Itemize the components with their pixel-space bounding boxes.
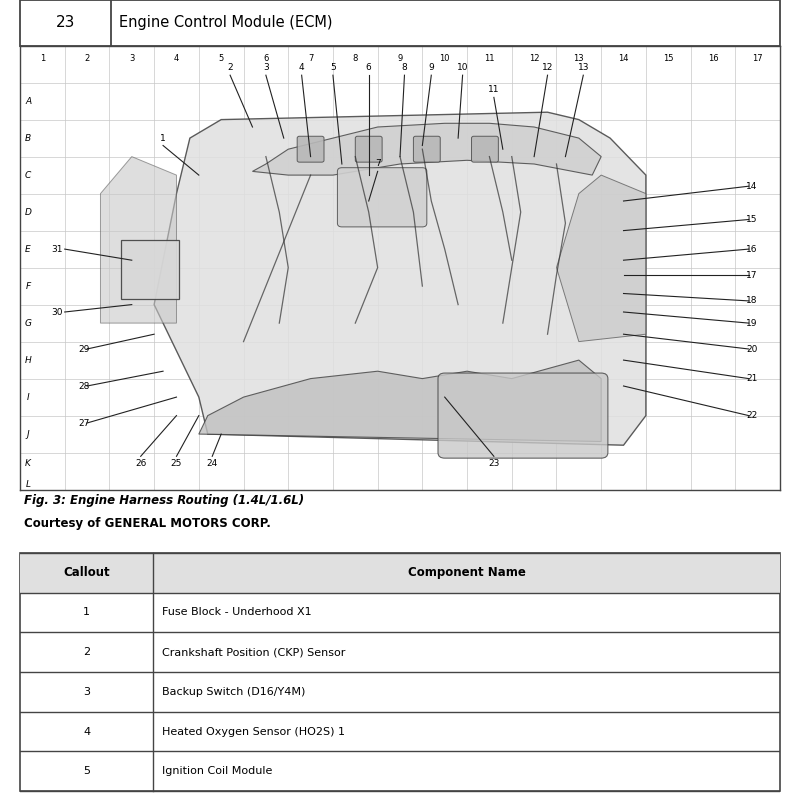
Text: 25: 25 bbox=[170, 459, 182, 468]
Text: 4: 4 bbox=[174, 54, 179, 63]
Text: Fig. 3: Engine Harness Routing (1.4L/1.6L): Fig. 3: Engine Harness Routing (1.4L/1.6… bbox=[24, 494, 304, 506]
Text: 11: 11 bbox=[488, 86, 500, 94]
Text: 10: 10 bbox=[439, 54, 450, 63]
Text: G: G bbox=[25, 318, 31, 328]
Text: 24: 24 bbox=[206, 459, 218, 468]
Text: C: C bbox=[25, 170, 31, 180]
Text: 27: 27 bbox=[78, 418, 90, 427]
Text: 17: 17 bbox=[746, 270, 758, 279]
Text: 4: 4 bbox=[299, 63, 305, 72]
Text: Courtesy of GENERAL MOTORS CORP.: Courtesy of GENERAL MOTORS CORP. bbox=[24, 517, 270, 530]
Text: 22: 22 bbox=[746, 411, 758, 420]
Text: 17: 17 bbox=[752, 54, 763, 63]
Polygon shape bbox=[101, 157, 177, 323]
Text: 13: 13 bbox=[574, 54, 584, 63]
Text: 10: 10 bbox=[457, 63, 468, 72]
Text: 7: 7 bbox=[374, 159, 381, 169]
Text: Component Name: Component Name bbox=[407, 566, 526, 579]
Text: 14: 14 bbox=[618, 54, 629, 63]
Text: 3: 3 bbox=[129, 54, 134, 63]
Text: 14: 14 bbox=[746, 182, 758, 190]
Text: 20: 20 bbox=[746, 345, 758, 354]
Text: H: H bbox=[25, 356, 31, 365]
Text: Crankshaft Position (CKP) Sensor: Crankshaft Position (CKP) Sensor bbox=[162, 647, 346, 657]
Text: K: K bbox=[25, 459, 31, 468]
Text: Heated Oxygen Sensor (HO2S) 1: Heated Oxygen Sensor (HO2S) 1 bbox=[162, 726, 345, 737]
FancyBboxPatch shape bbox=[414, 136, 440, 162]
Text: Fuse Block - Underhood X1: Fuse Block - Underhood X1 bbox=[162, 607, 312, 618]
FancyBboxPatch shape bbox=[121, 240, 178, 299]
Text: 28: 28 bbox=[78, 382, 90, 390]
Text: 3: 3 bbox=[263, 63, 269, 72]
Text: 18: 18 bbox=[746, 297, 758, 306]
Text: 31: 31 bbox=[51, 245, 62, 254]
Text: 29: 29 bbox=[78, 345, 90, 354]
Text: 6: 6 bbox=[366, 63, 371, 72]
FancyBboxPatch shape bbox=[338, 168, 427, 227]
FancyBboxPatch shape bbox=[297, 136, 324, 162]
Text: 30: 30 bbox=[51, 307, 62, 317]
Text: 4: 4 bbox=[83, 726, 90, 737]
Text: 16: 16 bbox=[746, 245, 758, 254]
Text: 12: 12 bbox=[529, 54, 539, 63]
Text: 9: 9 bbox=[398, 54, 402, 63]
Text: 1: 1 bbox=[83, 607, 90, 618]
Text: 19: 19 bbox=[746, 318, 758, 328]
FancyBboxPatch shape bbox=[471, 136, 498, 162]
Polygon shape bbox=[154, 112, 646, 446]
Text: 3: 3 bbox=[83, 687, 90, 697]
Text: E: E bbox=[25, 245, 31, 254]
Text: 5: 5 bbox=[83, 766, 90, 776]
Text: 7: 7 bbox=[308, 54, 314, 63]
Text: 15: 15 bbox=[663, 54, 674, 63]
Text: 1: 1 bbox=[40, 54, 45, 63]
Text: Backup Switch (D16/Y4M): Backup Switch (D16/Y4M) bbox=[162, 687, 306, 697]
Text: Callout: Callout bbox=[63, 566, 110, 579]
Text: 5: 5 bbox=[218, 54, 224, 63]
Text: 8: 8 bbox=[402, 63, 407, 72]
Text: D: D bbox=[25, 208, 31, 217]
Text: 23: 23 bbox=[56, 15, 75, 30]
Text: 23: 23 bbox=[488, 459, 499, 468]
Text: Ignition Coil Module: Ignition Coil Module bbox=[162, 766, 273, 776]
Text: F: F bbox=[26, 282, 30, 290]
Text: 2: 2 bbox=[83, 647, 90, 657]
Text: 6: 6 bbox=[263, 54, 269, 63]
Text: 5: 5 bbox=[330, 63, 336, 72]
Text: B: B bbox=[25, 134, 31, 142]
Polygon shape bbox=[253, 123, 601, 175]
Text: 2: 2 bbox=[227, 63, 233, 72]
Text: 21: 21 bbox=[746, 374, 758, 383]
Text: I: I bbox=[26, 393, 30, 402]
Text: A: A bbox=[25, 97, 31, 106]
Text: 2: 2 bbox=[85, 54, 90, 63]
Bar bbox=[20, 553, 780, 593]
Text: Engine Control Module (ECM): Engine Control Module (ECM) bbox=[118, 15, 332, 30]
Text: 26: 26 bbox=[135, 459, 146, 468]
Polygon shape bbox=[557, 175, 646, 342]
Text: J: J bbox=[26, 430, 30, 438]
Text: 12: 12 bbox=[542, 63, 554, 72]
Text: 13: 13 bbox=[578, 63, 589, 72]
FancyBboxPatch shape bbox=[438, 373, 608, 458]
FancyBboxPatch shape bbox=[355, 136, 382, 162]
Text: 11: 11 bbox=[484, 54, 494, 63]
Text: 8: 8 bbox=[353, 54, 358, 63]
Text: 16: 16 bbox=[708, 54, 718, 63]
Text: 15: 15 bbox=[746, 215, 758, 224]
Text: 9: 9 bbox=[429, 63, 434, 72]
Text: 1: 1 bbox=[160, 134, 166, 142]
Polygon shape bbox=[199, 360, 601, 442]
Text: L: L bbox=[26, 479, 30, 489]
